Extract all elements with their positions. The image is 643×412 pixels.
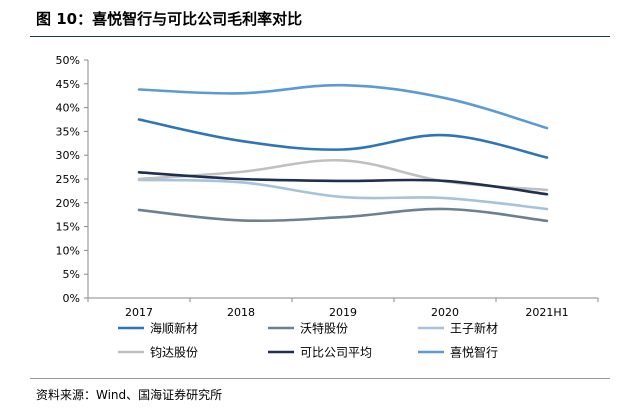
legend-label-2: 王子新材 bbox=[450, 321, 498, 336]
x-tick-label: 2020 bbox=[431, 306, 459, 319]
y-tick-label: 10% bbox=[56, 244, 80, 257]
series-lines bbox=[137, 83, 549, 223]
x-tick-label: 2017 bbox=[125, 306, 153, 319]
line-chart: 50% 45% 40% 35% 30% 25% 20% 15% 10% 5% 0% 2017 2018… bbox=[56, 54, 599, 360]
x-axis: 2017 2018 2019 2020 2021H1 bbox=[87, 297, 599, 319]
y-tick-label: 0% bbox=[63, 292, 80, 305]
y-tick-label: 30% bbox=[56, 149, 80, 162]
page-title: 图 10：喜悦智行与可比公司毛利率对比 bbox=[36, 10, 303, 28]
y-tick-label: 40% bbox=[56, 102, 80, 115]
series-line-1 bbox=[137, 207, 549, 223]
y-tick-label: 20% bbox=[56, 197, 80, 210]
legend-label-0: 海顺新材 bbox=[150, 321, 198, 336]
y-tick-label: 45% bbox=[56, 78, 80, 91]
y-tick-label: 25% bbox=[56, 173, 80, 186]
y-tick-label: 5% bbox=[63, 268, 80, 281]
y-tick-label: 35% bbox=[56, 125, 80, 138]
y-axis: 50% 45% 40% 35% 30% 25% 20% 15% 10% 5% 0% bbox=[56, 54, 89, 305]
y-tick-label: 15% bbox=[56, 221, 80, 234]
legend-label-4: 可比公司平均 bbox=[300, 346, 372, 360]
legend-label-1: 沃特股份 bbox=[300, 321, 348, 336]
x-tick-label: 2018 bbox=[227, 306, 255, 319]
x-tick-label: 2019 bbox=[329, 306, 357, 319]
source-note: 资料来源：Wind、国海证券研究所 bbox=[36, 388, 223, 402]
series-line-0 bbox=[137, 118, 549, 159]
legend-label-3: 钧达股份 bbox=[150, 346, 198, 360]
x-tick-label: 2021H1 bbox=[525, 306, 568, 319]
series-line-4 bbox=[137, 171, 549, 196]
legend-label-5: 喜悦智行 bbox=[450, 345, 498, 360]
footer-divider bbox=[30, 378, 610, 379]
series-line-5 bbox=[137, 83, 549, 130]
title-divider bbox=[30, 36, 610, 37]
y-tick-label: 50% bbox=[56, 54, 80, 67]
